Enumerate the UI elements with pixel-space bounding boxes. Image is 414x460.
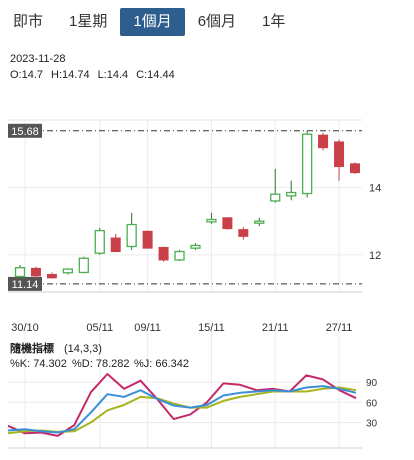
candle xyxy=(94,227,105,255)
reference-label-box xyxy=(8,276,42,291)
candle-body-down xyxy=(46,273,57,279)
indicator-y-tick-label: 30 xyxy=(366,418,378,429)
candle-body-up xyxy=(254,220,265,224)
candle-body-down xyxy=(158,246,169,261)
candle-body-up xyxy=(286,191,297,197)
candle-body-up xyxy=(270,193,281,202)
candle-body-down xyxy=(222,217,233,230)
candle-body-up xyxy=(14,267,26,278)
tab-1-month[interactable]: 1個月 xyxy=(120,8,185,36)
candle xyxy=(14,265,26,279)
candle xyxy=(30,266,41,279)
info-date: 2023-11-28 xyxy=(10,53,66,65)
open-value: O:14.7 xyxy=(10,69,44,81)
candle xyxy=(110,233,121,253)
candle-body-down xyxy=(238,229,249,237)
x-tick-label: 30/10 xyxy=(11,322,39,334)
y-tick-label: 14 xyxy=(369,182,381,194)
candle-body-down xyxy=(318,134,329,149)
candle xyxy=(334,139,345,181)
tab-realtime[interactable]: 即市 xyxy=(13,13,44,30)
candle-body-up xyxy=(62,268,74,274)
candle-body-down xyxy=(30,267,41,277)
tab-6-months[interactable]: 6個月 xyxy=(197,13,237,30)
d-readout: %D: 78.282 xyxy=(72,358,129,370)
candle-body-down xyxy=(142,230,153,249)
candle-body-down xyxy=(110,237,121,253)
series-line-k xyxy=(7,385,357,434)
close-value: C:14.44 xyxy=(136,69,175,81)
candle xyxy=(286,180,297,201)
low-value: L:14.4 xyxy=(97,69,129,81)
reference-label: 11.14 xyxy=(12,279,39,291)
candle xyxy=(46,272,57,279)
candle xyxy=(238,227,249,240)
x-tick-label: 27/11 xyxy=(326,322,353,334)
candle-body-up xyxy=(190,244,201,249)
period-tabs: 即市 1星期 1個月 6個月 1年 xyxy=(0,8,298,36)
candle xyxy=(78,256,89,274)
x-tick-label: 05/11 xyxy=(86,322,113,334)
candle-body-up xyxy=(206,218,217,223)
reference-label-box xyxy=(8,123,42,138)
candle-body-down xyxy=(334,141,345,168)
candle-body-up xyxy=(78,257,89,274)
j-readout: %J: 66.342 xyxy=(134,358,189,370)
candle xyxy=(126,212,137,250)
candle xyxy=(174,249,185,261)
indicator-y-tick-label: 90 xyxy=(366,378,378,389)
candle-body-up xyxy=(126,223,137,248)
tab-1-week[interactable]: 1星期 xyxy=(69,13,108,30)
x-tick-label: 15/11 xyxy=(198,322,225,334)
candle-body-up xyxy=(174,250,185,261)
series-line-d xyxy=(7,386,357,435)
k-readout: %K: 74.302 xyxy=(10,358,67,370)
candle xyxy=(350,162,360,174)
high-value: H:14.74 xyxy=(51,69,90,81)
candle xyxy=(206,212,217,224)
reference-label: 15.68 xyxy=(11,126,39,138)
candle xyxy=(142,230,153,249)
indicator-y-tick-label: 60 xyxy=(366,398,378,409)
y-tick-label: 12 xyxy=(369,250,381,262)
candle xyxy=(62,268,74,275)
candle xyxy=(158,246,169,262)
candle xyxy=(190,243,201,250)
candle-body-up xyxy=(94,229,105,254)
candle xyxy=(318,132,329,151)
candle xyxy=(254,217,265,227)
candle-body-up xyxy=(301,133,313,195)
ohlc-readout: O:14.7 H:14.74 L:14.4 C:14.44 xyxy=(10,69,183,81)
tab-1-year[interactable]: 1年 xyxy=(262,13,286,30)
indicator-params: (14,3,3) xyxy=(64,343,102,355)
candle xyxy=(270,168,281,203)
candle-body-down xyxy=(350,163,360,174)
x-tick-label: 21/11 xyxy=(262,322,289,334)
candle xyxy=(301,130,313,198)
x-tick-label: 09/11 xyxy=(134,322,161,334)
indicator-title: 隨機指標 xyxy=(10,341,54,355)
candle xyxy=(222,217,233,230)
